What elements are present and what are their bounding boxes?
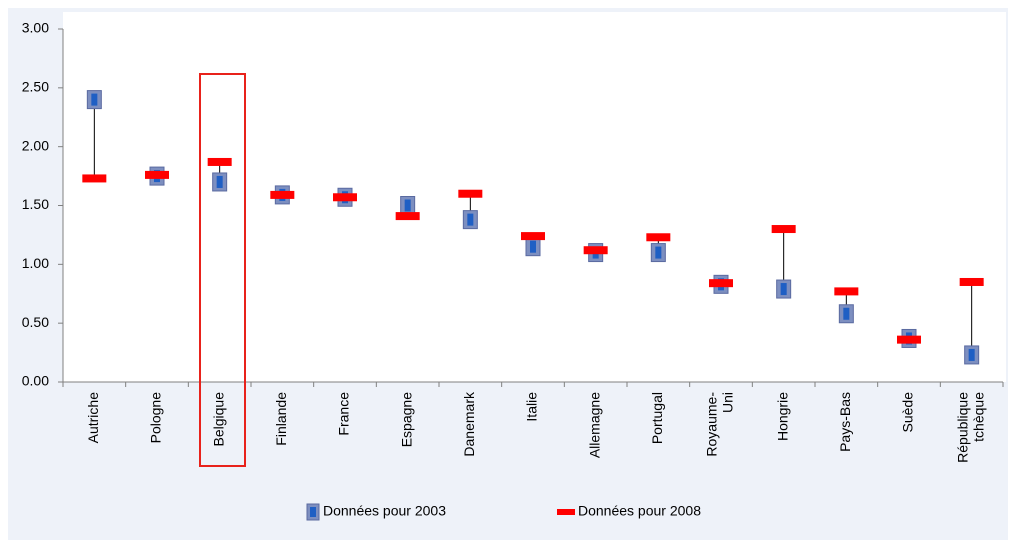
x-tick-label: Belgique (210, 392, 226, 447)
marker-2003 (838, 304, 854, 324)
marker-2008 (959, 277, 984, 286)
x-tick-label: tchèque (970, 392, 986, 442)
x-tick-label: Finlande (273, 392, 289, 446)
legend-core (310, 507, 316, 517)
highlight-box (199, 73, 246, 467)
marker-2008 (270, 190, 295, 199)
x-tick-label: Italie (524, 392, 540, 422)
marker-2003 (400, 196, 416, 215)
marker-2008 (583, 246, 608, 255)
marker-2008 (207, 157, 232, 166)
marker-2008 (709, 279, 733, 288)
y-tick-label: 1.50 (22, 196, 49, 212)
x-tick-label: Espagne (398, 392, 414, 447)
marker-core (655, 246, 662, 259)
x-tick-label: Royaume- (704, 392, 720, 457)
plot-area (63, 12, 1006, 382)
x-tick-label: Allemagne (586, 392, 602, 458)
x-tick-label: Pologne (148, 392, 164, 444)
y-tick-label: 2.00 (22, 137, 49, 153)
legend-label: Données pour 2003 (323, 503, 446, 519)
marker-2003 (212, 172, 228, 192)
x-tick-label: Uni (720, 392, 736, 413)
marker-2003 (525, 237, 541, 257)
marker-2008 (145, 170, 169, 179)
x-tick-label: Suède (900, 392, 916, 433)
marker-2003 (964, 345, 980, 365)
marker-core (216, 175, 223, 188)
marker-2008 (897, 335, 921, 344)
marker-2008 (771, 225, 796, 234)
marker-2003 (650, 243, 666, 263)
y-tick-label: 0.50 (22, 314, 49, 330)
marker-2008 (521, 232, 545, 241)
marker-core (968, 348, 975, 361)
marker-2003 (462, 210, 478, 230)
y-tick-label: 1.00 (22, 255, 49, 271)
x-tick-label: France (336, 392, 352, 436)
marker-core (843, 307, 850, 320)
x-tick-label: Danemark (461, 391, 477, 457)
marker-2003 (776, 279, 792, 299)
marker-2008 (834, 287, 859, 296)
legend-marker-2003 (306, 503, 320, 521)
legend-marker-2008 (557, 509, 575, 515)
x-tick-label: Hongrie (774, 392, 790, 441)
marker-2008 (82, 174, 107, 183)
marker-2008 (458, 189, 483, 198)
y-tick-label: 0.00 (22, 373, 49, 389)
legend-label: Données pour 2008 (578, 503, 701, 519)
x-tick-label: Pays-Bas (837, 392, 853, 452)
marker-2008 (333, 193, 357, 202)
marker-core (467, 213, 474, 226)
marker-core (91, 93, 98, 106)
marker-core (780, 283, 787, 296)
marker-2008 (646, 233, 671, 242)
y-tick-label: 3.00 (22, 20, 49, 36)
marker-core (530, 240, 536, 253)
marker-core (404, 199, 411, 212)
marker-2003 (86, 90, 102, 110)
x-tick-label: Portugal (649, 392, 665, 444)
x-tick-label: République (954, 392, 970, 463)
x-tick-label: Autriche (85, 392, 101, 444)
y-tick-label: 2.50 (22, 79, 49, 95)
marker-2008 (395, 212, 420, 221)
